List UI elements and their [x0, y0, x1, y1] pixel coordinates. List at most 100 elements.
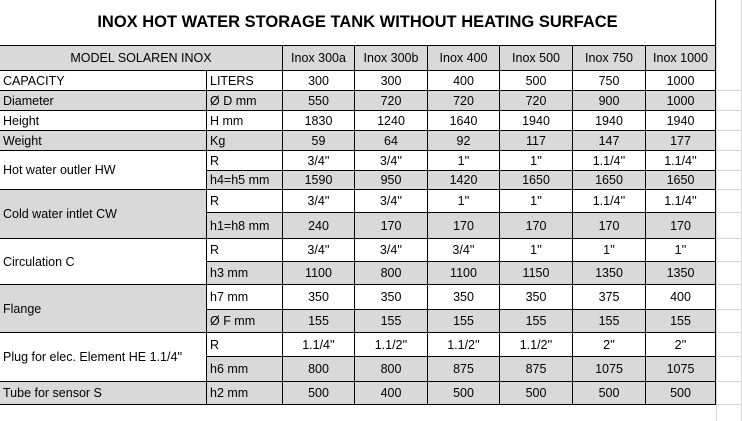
value-cell: 3/4'': [428, 239, 500, 262]
value-cell: 500: [573, 382, 646, 405]
value-cell: 1.1/4'': [573, 151, 646, 171]
table-title: INOX HOT WATER STORAGE TANK WITHOUT HEAT…: [0, 0, 716, 46]
value-cell: 1150: [500, 262, 573, 285]
value-cell: 1'': [428, 190, 500, 213]
value-cell: 350: [500, 285, 573, 310]
value-cell: 1350: [573, 262, 646, 285]
value-cell: 1000: [646, 71, 716, 91]
value-cell: 92: [428, 131, 500, 151]
value-cell: 64: [355, 131, 428, 151]
row-label: CAPACITY: [0, 71, 207, 91]
value-cell: 1590: [283, 171, 355, 190]
value-cell: 350: [283, 285, 355, 310]
grid-line: [716, 261, 742, 262]
value-cell: 1000: [646, 91, 716, 111]
unit-cell: R: [207, 151, 283, 171]
value-cell: 177: [646, 131, 716, 151]
grid-line: [716, 404, 742, 405]
value-cell: 400: [355, 382, 428, 405]
grid-line: [716, 284, 742, 285]
value-cell: 170: [500, 213, 573, 239]
value-cell: 155: [428, 310, 500, 333]
header-cell: MODEL SOLAREN INOX: [0, 46, 283, 71]
value-cell: 1650: [573, 171, 646, 190]
unit-cell: h1=h8 mm: [207, 213, 283, 239]
value-cell: 3/4'': [283, 190, 355, 213]
value-cell: 1.1/4'': [283, 333, 355, 357]
value-cell: 350: [428, 285, 500, 310]
value-cell: 155: [573, 310, 646, 333]
value-cell: 900: [573, 91, 646, 111]
value-cell: 800: [283, 357, 355, 382]
value-cell: 720: [428, 91, 500, 111]
unit-cell: Ø D mm: [207, 91, 283, 111]
value-cell: 720: [355, 91, 428, 111]
unit-cell: Ø F mm: [207, 310, 283, 333]
grid-line: [716, 0, 717, 421]
value-cell: 400: [646, 285, 716, 310]
value-cell: 1830: [283, 111, 355, 131]
value-cell: 1240: [355, 111, 428, 131]
value-cell: 300: [283, 71, 355, 91]
unit-cell: Kg: [207, 131, 283, 151]
grid-line: [716, 381, 742, 382]
value-cell: 1.1/4'': [646, 151, 716, 171]
grid-line: [716, 110, 742, 111]
value-cell: 1'': [500, 239, 573, 262]
unit-cell: h3 mm: [207, 262, 283, 285]
value-cell: 2'': [573, 333, 646, 357]
value-cell: 3/4'': [355, 239, 428, 262]
value-cell: 500: [500, 382, 573, 405]
value-cell: 1420: [428, 171, 500, 190]
row-label: Circulation C: [0, 239, 207, 285]
row-label: Plug for elec. Element HE 1.1/4'': [0, 333, 207, 382]
grid-line: [716, 238, 742, 239]
unit-cell: R: [207, 333, 283, 357]
header-cell: Inox 500: [500, 46, 573, 71]
value-cell: 3/4'': [355, 190, 428, 213]
value-cell: 1'': [500, 190, 573, 213]
value-cell: 1'': [500, 151, 573, 171]
value-cell: 1650: [646, 171, 716, 190]
row-label: Cold water intlet CW: [0, 190, 207, 239]
value-cell: 875: [428, 357, 500, 382]
value-cell: 1650: [500, 171, 573, 190]
grid-line: [716, 170, 742, 171]
unit-cell: LITERS: [207, 71, 283, 91]
header-cell: Inox 300b: [355, 46, 428, 71]
value-cell: 1.1/2'': [500, 333, 573, 357]
header-cell: Inox 400: [428, 46, 500, 71]
value-cell: 750: [573, 71, 646, 91]
value-cell: 155: [283, 310, 355, 333]
value-cell: 3/4'': [283, 239, 355, 262]
header-cell: Inox 750: [573, 46, 646, 71]
value-cell: 800: [355, 357, 428, 382]
value-cell: 240: [283, 213, 355, 239]
header-cell: Inox 1000: [646, 46, 716, 71]
value-cell: 1.1/2'': [355, 333, 428, 357]
value-cell: 155: [355, 310, 428, 333]
value-cell: 1350: [646, 262, 716, 285]
value-cell: 1'': [428, 151, 500, 171]
value-cell: 1'': [573, 239, 646, 262]
value-cell: 875: [500, 357, 573, 382]
value-cell: 1075: [646, 357, 716, 382]
value-cell: 3/4'': [355, 151, 428, 171]
value-cell: 170: [428, 213, 500, 239]
unit-cell: R: [207, 239, 283, 262]
value-cell: 2'': [646, 333, 716, 357]
value-cell: 3/4'': [283, 151, 355, 171]
value-cell: 1940: [573, 111, 646, 131]
unit-cell: R: [207, 190, 283, 213]
grid-line: [716, 130, 742, 131]
value-cell: 500: [646, 382, 716, 405]
value-cell: 720: [500, 91, 573, 111]
value-cell: 155: [500, 310, 573, 333]
grid-line: [716, 356, 742, 357]
value-cell: 500: [283, 382, 355, 405]
value-cell: 550: [283, 91, 355, 111]
value-cell: 800: [355, 262, 428, 285]
value-cell: 170: [646, 213, 716, 239]
value-cell: 1.1/4'': [646, 190, 716, 213]
value-cell: 1'': [646, 239, 716, 262]
